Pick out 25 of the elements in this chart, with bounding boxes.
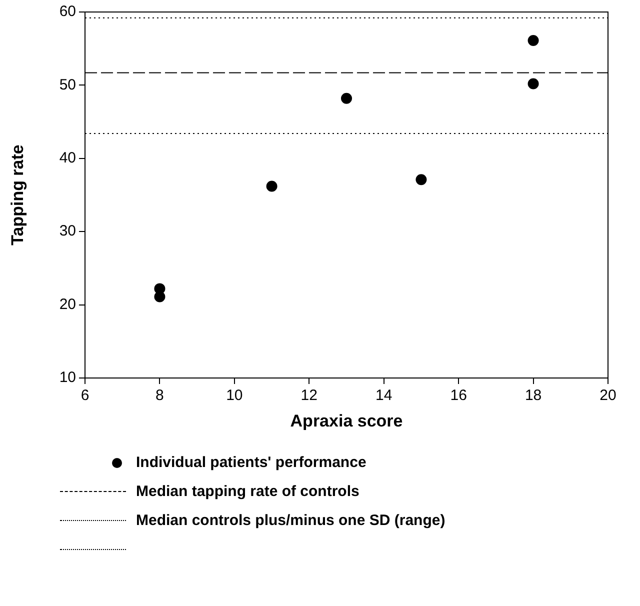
legend-label: Median controls plus/minus one SD (range) [136,512,446,529]
legend-label: Individual patients' performance [136,454,366,471]
y-tick-label: 20 [59,296,76,313]
legend-label: Median tapping rate of controls [136,483,360,500]
x-tick-label: 8 [156,387,164,404]
x-tick-label: 18 [524,387,542,404]
y-tick-label: 10 [59,369,76,386]
x-tick-label: 10 [226,387,243,404]
point [154,291,166,302]
x-tick-label: 6 [80,387,90,404]
x-tick-label: 14 [376,387,392,404]
y-tick-label: 60 [59,3,76,20]
y-axis-title: Tapping rate [8,144,27,246]
point [528,35,539,46]
point [341,92,352,104]
point [266,180,278,192]
y-tick-label: 30 [59,222,76,240]
x-axis-title: Apraxia score [290,411,403,430]
y-tick-label: 40 [59,150,76,167]
point [416,174,427,186]
x-tick-label: 20 [600,387,616,404]
y-tick-label: 50 [59,76,76,94]
point [528,78,539,90]
x-tick-label: 12 [300,387,318,404]
x-tick-label: 16 [450,387,467,404]
